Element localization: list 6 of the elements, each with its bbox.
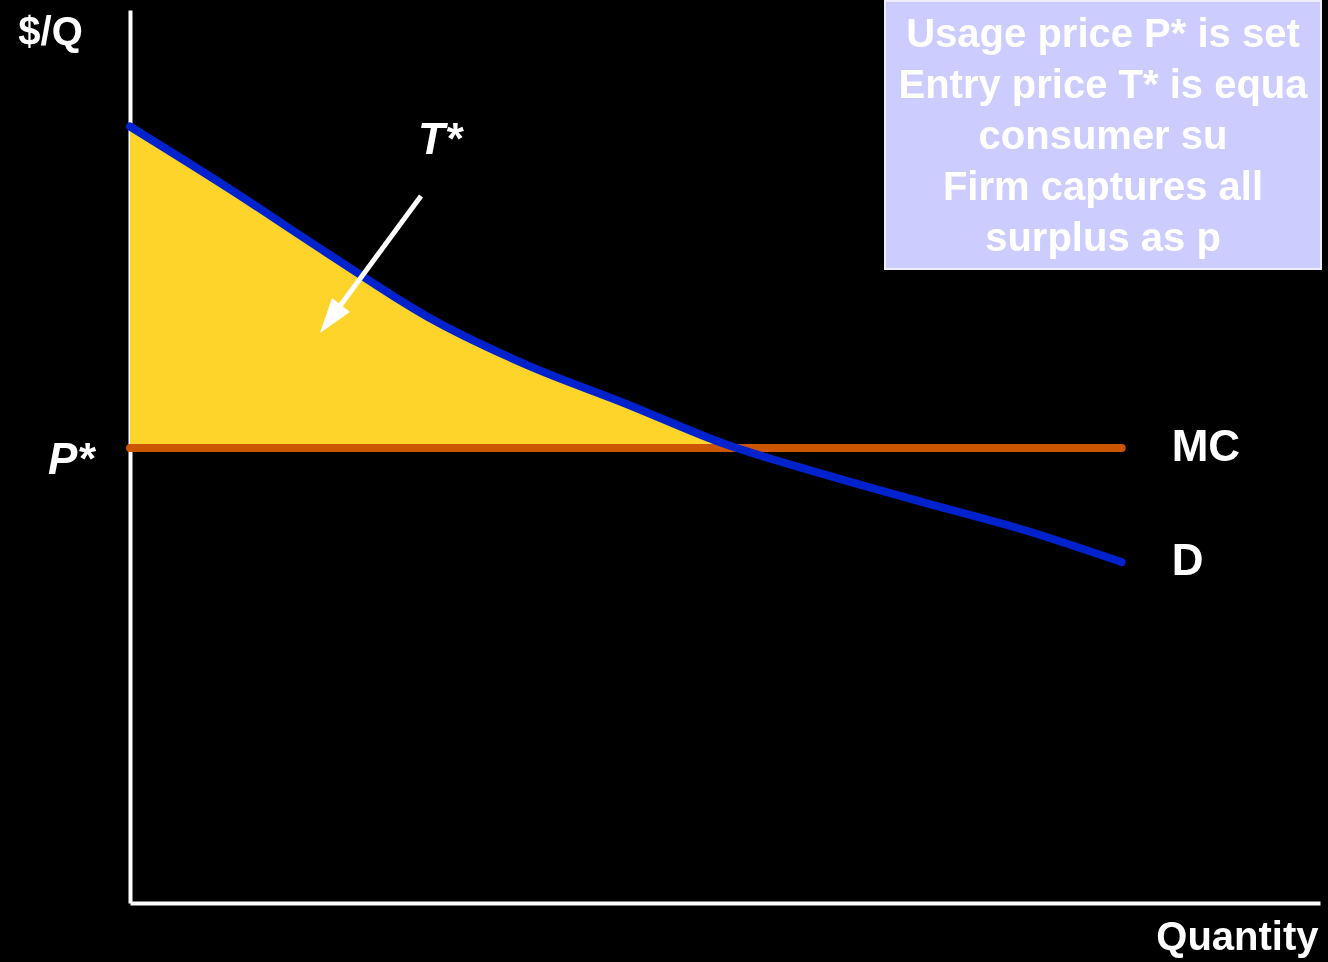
annotation: T* — [418, 114, 462, 164]
series-label: MC — [1171, 420, 1241, 470]
y-axis-title: $/Q — [18, 8, 83, 53]
x-axis-title: Quantity — [1156, 913, 1320, 958]
text: P* — [48, 434, 95, 484]
series-label: D — [1171, 535, 1204, 585]
